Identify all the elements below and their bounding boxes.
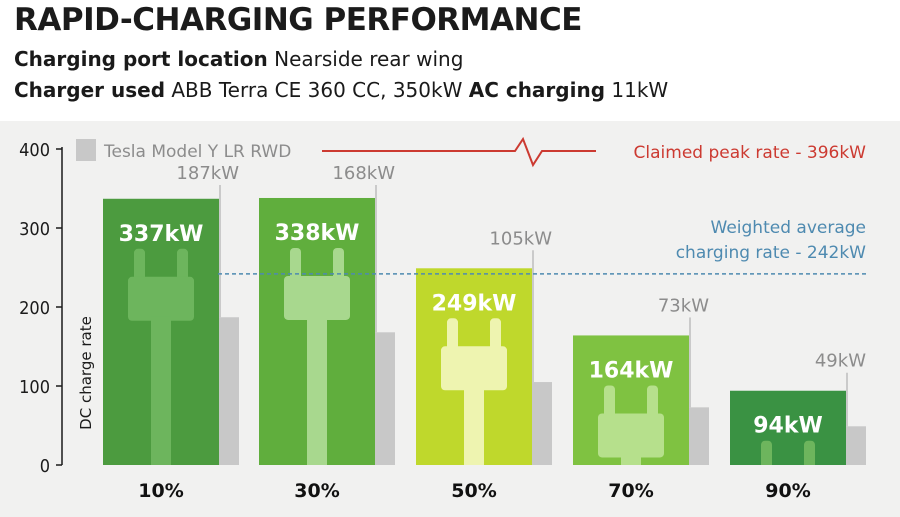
category-label: 10%	[138, 480, 183, 502]
ac-charging-value: 11kW	[611, 78, 669, 102]
comparison-value-label: 105kW	[489, 228, 552, 249]
comparison-bar-90%	[846, 426, 866, 465]
plug-prong-right	[177, 248, 188, 281]
category-label: 90%	[765, 480, 810, 502]
legend: Tesla Model Y LR RWD	[76, 139, 291, 162]
category-label: 30%	[294, 480, 339, 502]
plug-head	[128, 276, 194, 321]
plug-head	[598, 413, 664, 458]
plug-prong-left	[761, 440, 772, 465]
bar-value-label: 338kW	[275, 221, 360, 246]
comparison-bar-70%	[689, 407, 709, 465]
weighted-average-label-line2: charging rate - 242kW	[676, 243, 866, 263]
plug-prong-left	[134, 248, 145, 281]
bar-value-label: 249kW	[432, 291, 517, 316]
plug-icon	[284, 247, 350, 465]
claimed-peak-zigzag	[322, 136, 596, 168]
comparison-bar-30%	[375, 332, 395, 465]
comparison-value-label: 49kW	[815, 351, 866, 372]
plug-prong-right	[333, 247, 344, 280]
bar-value-label: 164kW	[589, 358, 674, 383]
plug-icon	[128, 248, 194, 466]
charger-line: Charger used ABB Terra CE 360 CC, 350kW …	[14, 78, 668, 102]
plug-prong-right	[804, 440, 815, 465]
legend-label-tesla: Tesla Model Y LR RWD	[103, 142, 291, 162]
plug-prong-left	[604, 385, 615, 418]
y-tick-label: 300	[19, 219, 50, 240]
plug-prong-right	[647, 385, 658, 418]
plug-icon	[761, 440, 815, 465]
plug-prong-right	[490, 318, 501, 351]
bar-value-label: 94kW	[753, 414, 823, 439]
plug-prong-left	[290, 247, 301, 280]
y-axis-label: DC charge rate	[77, 316, 95, 430]
y-tick-label: 200	[19, 298, 50, 319]
charging-port-label: Charging port location	[14, 47, 268, 71]
plug-prong-left	[447, 318, 458, 351]
weighted-average-label-line1: Weighted average	[711, 218, 866, 238]
plug-cable	[307, 315, 327, 465]
y-tick-label: 100	[19, 377, 50, 398]
claimed-peak-line: Claimed peak rate - 396kW	[322, 136, 867, 168]
plug-cable	[464, 386, 484, 465]
category-label: 70%	[608, 480, 653, 502]
comparison-bar-10%	[219, 317, 239, 465]
plug-icon	[598, 385, 664, 465]
comparison-value-label: 187kW	[176, 163, 239, 184]
legend-swatch-tesla	[76, 139, 96, 161]
category-label: 50%	[451, 480, 496, 502]
plug-head	[284, 275, 350, 320]
comparison-bar-50%	[532, 382, 552, 465]
plug-icon	[441, 318, 507, 465]
weighted-average-line: Weighted average charging rate - 242kW	[218, 218, 866, 275]
bars-group: 337kW 187kW 10% 338kW 168kW 30% 249kW 105kW 50% 1…	[103, 163, 866, 502]
comparison-value-label: 168kW	[332, 163, 395, 184]
charging-port-line: Charging port location Nearside rear win…	[14, 47, 463, 71]
charger-used-value: ABB Terra CE 360 CC, 350kW	[171, 78, 463, 102]
y-axis: 0 100 200 300 400	[19, 140, 63, 477]
charger-used-label: Charger used	[14, 78, 166, 102]
y-tick-label: 400	[19, 140, 50, 161]
y-tick-label: 0	[40, 456, 50, 477]
plug-cable	[621, 453, 641, 465]
plug-head	[441, 346, 507, 391]
plug-cable	[151, 316, 171, 466]
charging-chart: 0 100 200 300 400 DC charge rate 337kW 187kW 1…	[19, 136, 867, 502]
charging-port-value: Nearside rear wing	[274, 47, 464, 71]
ac-charging-label: AC charging	[468, 78, 606, 102]
bar-value-label: 337kW	[119, 222, 204, 247]
bar-90%	[730, 390, 846, 465]
page-title: RAPID-CHARGING PERFORMANCE	[14, 2, 582, 38]
claimed-peak-label: Claimed peak rate - 396kW	[634, 143, 867, 163]
comparison-value-label: 73kW	[658, 295, 709, 316]
